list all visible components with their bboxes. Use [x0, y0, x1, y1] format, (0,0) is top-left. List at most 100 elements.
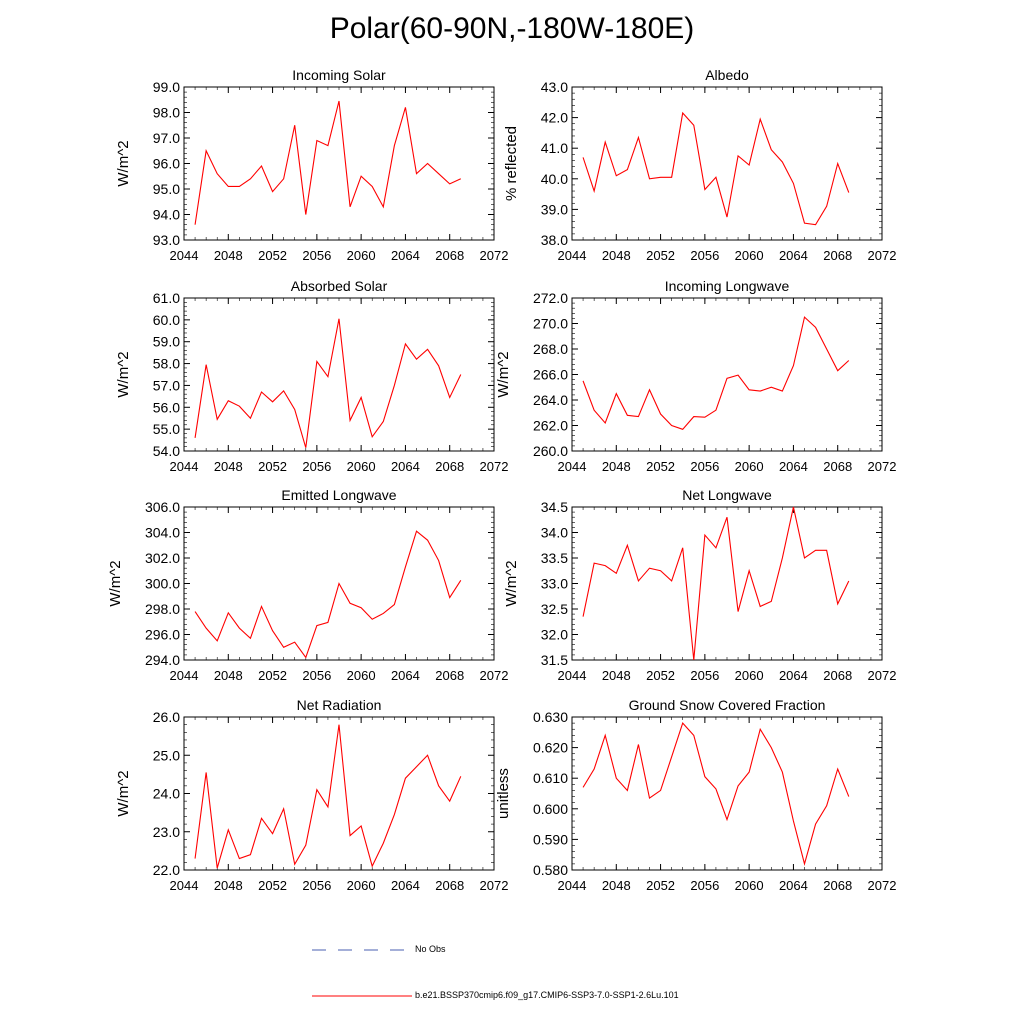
x-tick-label: 2044 [558, 248, 587, 263]
plot-frame [571, 297, 883, 452]
y-tick-label: 96.0 [153, 156, 180, 172]
y-tick-label: 31.5 [541, 652, 568, 668]
y-tick-label: 60.0 [153, 312, 180, 328]
y-tick-label: 0.610 [533, 770, 568, 786]
panel-incoming-solar: 2044 2048 2052 2056 2060 2064 2068 2072 93.0 94.0… [115, 67, 508, 263]
y-axis-label: W/m^2 [503, 560, 520, 606]
panel-title: Emitted Longwave [281, 487, 396, 503]
x-tick-label: 2072 [868, 248, 897, 263]
x-tick-label: 2060 [735, 248, 764, 263]
x-tick-label: 2044 [170, 668, 199, 683]
series-line [582, 316, 850, 430]
x-tick-label: 2072 [868, 459, 897, 474]
x-tick-label: 2072 [480, 668, 509, 683]
y-axis-label: % reflected [503, 126, 520, 201]
x-tick-label: 2064 [391, 878, 420, 893]
x-tick-label: 2048 [214, 459, 243, 474]
y-axis-label: W/m^2 [115, 351, 132, 397]
y-tick-label: 272.0 [533, 290, 568, 306]
x-tick-label: 2064 [779, 459, 808, 474]
plot-frame [183, 86, 495, 241]
x-tick-label: 2064 [779, 878, 808, 893]
x-tick-label: 2052 [646, 459, 675, 474]
y-tick-label: 26.0 [153, 709, 180, 725]
x-tick-label: 2064 [779, 248, 808, 263]
y-tick-label: 41.0 [541, 140, 568, 156]
y-tick-label: 264.0 [533, 392, 568, 408]
y-axis-label: W/m^2 [107, 560, 124, 606]
x-tick-label: 2048 [602, 459, 631, 474]
panel-net-radiation: 2044 2048 2052 2056 2060 2064 2068 2072 22.0 23.0… [115, 697, 508, 893]
y-tick-label: 38.0 [541, 232, 568, 248]
x-tick-label: 2064 [391, 459, 420, 474]
x-tick-label: 2048 [214, 878, 243, 893]
x-tick-label: 2060 [735, 459, 764, 474]
y-tick-label: 93.0 [153, 232, 180, 248]
legend-model-label: b.e21.BSSP370cmip6.f09_g17.CMIP6-SSP3-7.… [415, 990, 679, 1000]
series-line [582, 111, 850, 226]
y-tick-label: 32.5 [541, 601, 568, 617]
panel-absorbed-solar: 2044 2048 2052 2056 2060 2064 2068 2072 54.0 55.0… [115, 278, 508, 474]
x-tick-label: 2064 [779, 668, 808, 683]
panel-title: Net Radiation [297, 697, 382, 713]
y-tick-label: 54.0 [153, 443, 180, 459]
x-tick-label: 2060 [347, 248, 376, 263]
y-tick-label: 296.0 [145, 627, 180, 643]
x-tick-label: 2068 [823, 878, 852, 893]
y-tick-label: 95.0 [153, 181, 180, 197]
x-tick-label: 2064 [391, 248, 420, 263]
y-tick-label: 266.0 [533, 367, 568, 383]
x-tick-label: 2056 [690, 668, 719, 683]
y-tick-label: 55.0 [153, 421, 180, 437]
x-tick-label: 2044 [170, 459, 199, 474]
x-tick-label: 2072 [868, 668, 897, 683]
y-tick-label: 0.580 [533, 862, 568, 878]
panel-title: Net Longwave [682, 487, 772, 503]
x-tick-label: 2052 [258, 248, 287, 263]
x-tick-label: 2068 [435, 248, 464, 263]
legend-obs-label: No Obs [415, 944, 446, 954]
series-line [582, 506, 850, 661]
y-tick-label: 270.0 [533, 316, 568, 332]
plot-frame [571, 506, 883, 661]
panel-title: Albedo [705, 67, 749, 83]
y-tick-label: 99.0 [153, 79, 180, 95]
series-line [194, 100, 462, 225]
legend-model-line [312, 995, 412, 997]
x-tick-label: 2056 [302, 878, 331, 893]
x-tick-label: 2052 [258, 668, 287, 683]
y-tick-label: 34.5 [541, 499, 568, 515]
panel-ground-snow-covered-fraction: 2044 2048 2052 2056 2060 2064 2068 2072 0.580 0.5… [495, 697, 896, 893]
x-tick-label: 2068 [823, 668, 852, 683]
series-line [582, 722, 850, 867]
y-tick-label: 306.0 [145, 499, 180, 515]
y-tick-label: 262.0 [533, 418, 568, 434]
y-tick-label: 25.0 [153, 747, 180, 763]
panel-albedo: 2044 2048 2052 2056 2060 2064 2068 2072 38.0 39.0… [503, 67, 896, 263]
x-tick-label: 2068 [823, 459, 852, 474]
x-tick-label: 2072 [868, 878, 897, 893]
y-tick-label: 22.0 [153, 862, 180, 878]
y-tick-label: 23.0 [153, 824, 180, 840]
x-tick-label: 2060 [347, 459, 376, 474]
y-tick-label: 61.0 [153, 290, 180, 306]
y-axis-label: W/m^2 [115, 770, 132, 816]
y-tick-label: 39.0 [541, 201, 568, 217]
y-tick-label: 298.0 [145, 601, 180, 617]
x-tick-label: 2068 [435, 668, 464, 683]
x-tick-label: 2052 [646, 668, 675, 683]
series-line [194, 530, 462, 659]
y-tick-label: 0.620 [533, 740, 568, 756]
x-tick-label: 2068 [823, 248, 852, 263]
y-tick-label: 97.0 [153, 130, 180, 146]
x-tick-label: 2048 [214, 668, 243, 683]
x-tick-label: 2060 [347, 878, 376, 893]
x-tick-label: 2044 [170, 248, 199, 263]
x-tick-label: 2060 [735, 668, 764, 683]
x-tick-label: 2068 [435, 878, 464, 893]
x-tick-label: 2044 [170, 878, 199, 893]
y-tick-label: 304.0 [145, 525, 180, 541]
panel-incoming-longwave: 2044 2048 2052 2056 2060 2064 2068 2072 260.0 262… [495, 278, 896, 474]
y-tick-label: 40.0 [541, 171, 568, 187]
y-tick-label: 33.0 [541, 576, 568, 592]
